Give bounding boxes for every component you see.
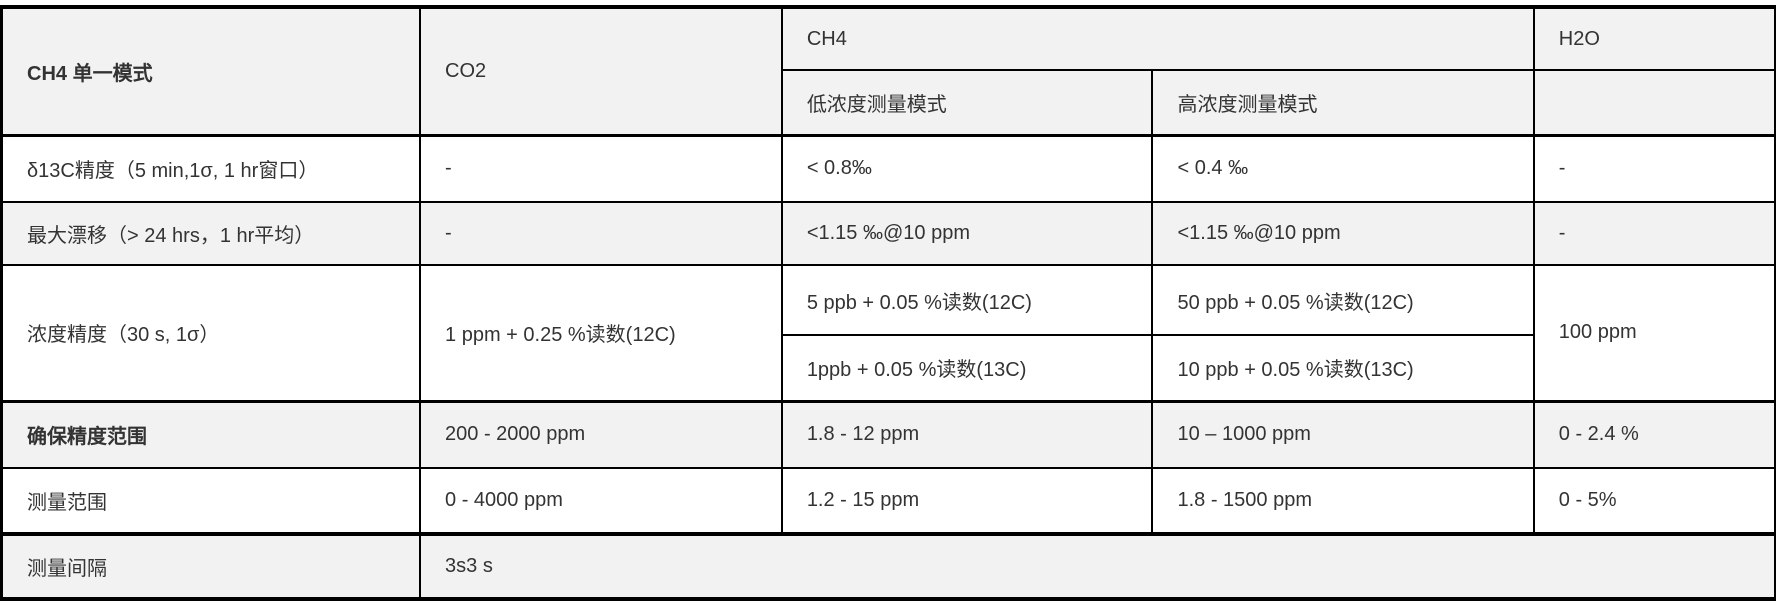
header-row-2: 低浓度测量模式 高浓度测量模式 — [1, 69, 1776, 136]
cell-guaranteed-range-ch4-low: 1.8 - 12 ppm — [780, 399, 1154, 469]
header-cell-ch4-high-mode: 高浓度测量模式 — [1151, 69, 1535, 136]
row-measurement-interval: 测量间隔 3s3 s — [0, 532, 1776, 600]
row-label-max-drift: 最大漂移（> 24 hrs，1 hr平均） — [0, 201, 422, 266]
header-cell-ch4-low-mode: 低浓度测量模式 — [780, 69, 1154, 136]
cell-measurement-interval-value: 3s3 s — [419, 532, 1776, 600]
cell-measurement-range-co2: 0 - 4000 ppm — [419, 467, 783, 535]
header-cell-ch4-group: CH4 — [780, 6, 1535, 71]
cell-delta13c-ch4-low: < 0.8‰ — [780, 133, 1154, 203]
cell-max-drift-h2o: - — [1532, 201, 1776, 266]
cell-conc-precision-co2: 1 ppm + 0.25 %读数(12C) — [419, 264, 783, 402]
cell-max-drift-ch4-high: <1.15 ‰@10 ppm — [1151, 201, 1535, 266]
cell-delta13c-co2: - — [419, 133, 783, 203]
cell-delta13c-h2o: - — [1532, 133, 1776, 203]
cell-conc-precision-ch4-high-12c: 50 ppb + 0.05 %读数(12C) — [1151, 264, 1535, 336]
cell-delta13c-ch4-high: < 0.4 ‰ — [1151, 133, 1535, 203]
row-label-delta13c-precision: δ13C精度（5 min,1σ, 1 hr窗口） — [0, 133, 422, 203]
spec-table: CH4 单一模式 CO2 CH4 H2O 低浓度测量模式 高浓度测量模式 δ13… — [0, 5, 1776, 601]
cell-conc-precision-ch4-high-13c: 10 ppb + 0.05 %读数(13C) — [1151, 334, 1535, 402]
cell-max-drift-co2: - — [419, 201, 783, 266]
cell-measurement-range-h2o: 0 - 5% — [1532, 467, 1776, 535]
table-title-cell: CH4 单一模式 — [0, 6, 422, 136]
cell-max-drift-ch4-low: <1.15 ‰@10 ppm — [780, 201, 1154, 266]
row-label-guaranteed-precision-range: 确保精度范围 — [0, 399, 422, 469]
row-label-measurement-range: 测量范围 — [0, 467, 422, 535]
cell-conc-precision-ch4-low-13c: 1ppb + 0.05 %读数(13C) — [780, 334, 1154, 402]
cell-measurement-range-ch4-low: 1.2 - 15 ppm — [780, 467, 1154, 535]
row-delta13c-precision: δ13C精度（5 min,1σ, 1 hr窗口） - < 0.8‰ < 0.4 … — [0, 133, 1776, 203]
cell-measurement-range-ch4-high: 1.8 - 1500 ppm — [1151, 467, 1535, 535]
row-guaranteed-precision-range: 确保精度范围 200 - 2000 ppm 1.8 - 12 ppm 10 – … — [0, 399, 1776, 469]
row-label-measurement-interval: 测量间隔 — [0, 532, 422, 600]
cell-guaranteed-range-ch4-high: 10 – 1000 ppm — [1151, 399, 1535, 469]
header-cell-co2: CO2 — [419, 6, 783, 136]
cell-conc-precision-h2o: 100 ppm — [1532, 264, 1776, 402]
cell-guaranteed-range-h2o: 0 - 2.4 % — [1532, 399, 1776, 469]
header-row-1: CH4 单一模式 CO2 CH4 H2O — [0, 6, 1776, 136]
row-measurement-range: 测量范围 0 - 4000 ppm 1.2 - 15 ppm 1.8 - 150… — [0, 467, 1776, 535]
row-max-drift: 最大漂移（> 24 hrs，1 hr平均） - <1.15 ‰@10 ppm <… — [0, 201, 1776, 266]
header-cell-h2o: H2O — [1532, 6, 1776, 71]
row-concentration-precision: 浓度精度（30 s, 1σ） 1 ppm + 0.25 %读数(12C) 5 p… — [0, 264, 1776, 402]
cell-guaranteed-range-co2: 200 - 2000 ppm — [419, 399, 783, 469]
cell-conc-precision-ch4-low-12c: 5 ppb + 0.05 %读数(12C) — [780, 264, 1154, 336]
header-cell-h2o-sub — [1532, 69, 1776, 136]
row-label-concentration-precision: 浓度精度（30 s, 1σ） — [0, 264, 422, 402]
